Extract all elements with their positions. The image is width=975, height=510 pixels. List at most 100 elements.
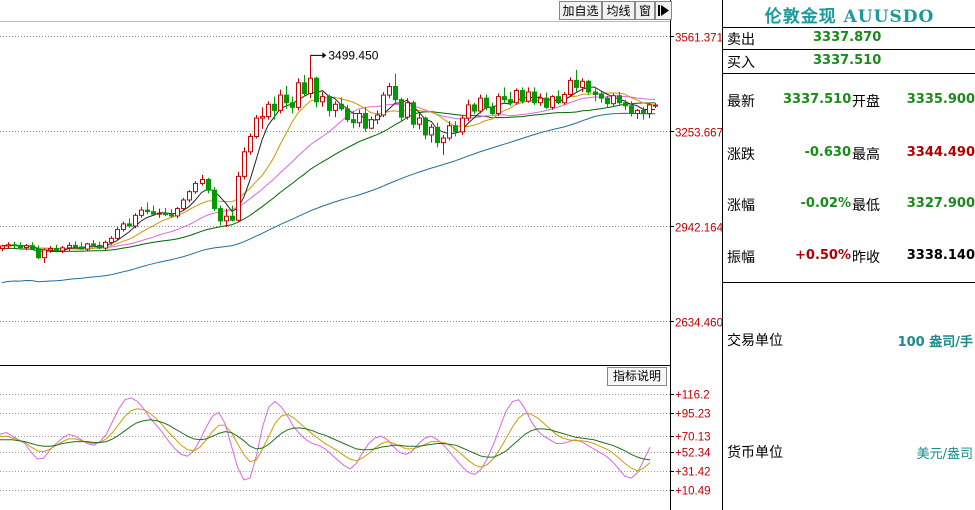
candle-body — [302, 82, 307, 95]
candle-body — [441, 137, 446, 144]
candle-body — [139, 209, 144, 216]
candle-body — [157, 212, 162, 215]
candle-body — [278, 94, 283, 111]
candle-body — [538, 97, 543, 104]
candle-body — [181, 199, 186, 210]
latest-label: 最新 — [727, 94, 755, 110]
candle-body — [544, 97, 549, 108]
candle-body — [417, 117, 422, 125]
low-value: 3327.900 — [906, 196, 975, 211]
lot-size-label: 交易单位 — [727, 333, 783, 349]
candle-body — [339, 103, 344, 110]
candle-body — [635, 109, 640, 114]
window-button[interactable]: 窗 — [635, 1, 655, 20]
candle-body — [629, 105, 634, 114]
candle-body — [532, 91, 537, 104]
candle-body — [363, 112, 368, 129]
low-label: 最低 — [852, 198, 880, 214]
candle-body — [36, 248, 41, 259]
candle-body — [133, 214, 138, 227]
moving-average-button[interactable]: 均线 — [602, 1, 635, 20]
candle-body — [212, 189, 217, 210]
price-tick-label: 2942.164 — [675, 223, 722, 235]
candle-body — [0, 245, 5, 249]
candle-body — [411, 102, 416, 125]
candle-body — [67, 244, 72, 249]
change-pct-value: -0.02% — [800, 196, 852, 211]
candle-body — [605, 97, 610, 105]
candle-body — [169, 214, 174, 217]
candle-body — [248, 135, 253, 153]
candle-body — [484, 97, 489, 108]
prev-close-value: 3338.140 — [906, 248, 975, 263]
arrow-right-icon[interactable] — [655, 1, 672, 20]
candle-body — [550, 96, 555, 108]
change-pct-label: 涨幅 — [727, 198, 755, 214]
candle-body — [193, 182, 198, 193]
candle-body — [314, 77, 319, 103]
candle-body — [206, 178, 211, 191]
ma20-line — [1, 95, 656, 249]
candle-body — [224, 215, 229, 222]
candle-body — [472, 104, 477, 112]
candle-body — [327, 96, 332, 111]
high-value: 3344.490 — [906, 145, 975, 160]
candle-body — [478, 97, 483, 112]
open-label: 开盘 — [852, 94, 880, 110]
annotation-arrowhead — [322, 52, 327, 59]
candle-body — [187, 191, 192, 201]
candle-body — [24, 245, 29, 249]
candle-body — [260, 116, 265, 119]
add-watchlist-button[interactable]: 加自选 — [559, 1, 602, 20]
candle-body — [393, 85, 398, 101]
candle-body — [556, 96, 561, 104]
candle-body — [236, 175, 241, 221]
candle-body — [230, 215, 235, 221]
osc-tick-label: +116.2 — [675, 390, 710, 402]
oscillator-line-2 — [0, 408, 651, 472]
candle-body — [97, 244, 102, 249]
high-annotation-label: 3499.450 — [328, 48, 378, 62]
candle-body — [568, 79, 573, 95]
candle-body — [526, 91, 531, 102]
candle-body — [333, 103, 338, 111]
candle-body — [562, 93, 567, 104]
candle-body — [453, 125, 458, 133]
osc-tick-label: +70.13 — [675, 432, 711, 444]
buy-value: 3337.510 — [813, 53, 882, 68]
divider — [723, 49, 975, 50]
osc-tick-label: +10.49 — [675, 486, 711, 498]
candle-body — [175, 208, 180, 217]
ma60-line — [1, 112, 655, 284]
candle-body — [514, 89, 519, 104]
candle-body — [496, 96, 501, 114]
amplitude-value: +0.50% — [795, 248, 851, 263]
candle-body — [345, 108, 350, 121]
candle-body — [647, 104, 652, 114]
candle-body — [375, 114, 380, 121]
latest-value: 3337.510 — [783, 92, 852, 107]
change-label: 涨跌 — [727, 147, 755, 163]
candle-body — [79, 246, 84, 250]
currency-value: 美元/盎司 — [916, 447, 973, 462]
open-value: 3335.900 — [906, 92, 975, 107]
ma10-line — [1, 92, 656, 250]
candle-body — [387, 85, 392, 96]
price-tick-label: 2634.460 — [675, 318, 722, 330]
lot-size-value: 100 盎司/手 — [897, 335, 973, 350]
oscillator-line-3 — [0, 419, 651, 461]
candle-body — [574, 79, 579, 88]
indicator-info-button[interactable]: 指标说明 — [607, 367, 667, 386]
candle-body — [357, 112, 362, 124]
sell-label: 卖出 — [727, 32, 755, 48]
oscillator-line-1 — [0, 397, 651, 481]
candle-body — [290, 102, 295, 108]
chart-area[interactable]: 3561.371 3253.667 2942.164 2634.460 +116.2 +9… — [0, 0, 722, 510]
price-tick-label: 3253.667 — [675, 128, 722, 140]
candle-body — [429, 126, 434, 136]
candle-body — [502, 96, 507, 101]
candle-body — [641, 109, 646, 114]
divider — [723, 27, 975, 28]
candle-body — [381, 94, 386, 116]
candle-body — [266, 103, 271, 118]
